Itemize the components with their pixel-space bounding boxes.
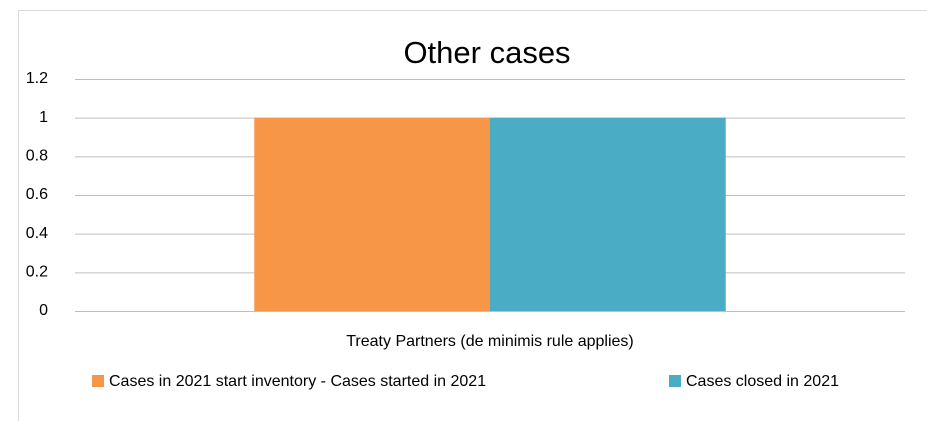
x-tick-label: Treaty Partners (de minimis rule applies… bbox=[346, 333, 634, 350]
bar bbox=[490, 117, 726, 312]
y-tick-label: 1.2 bbox=[26, 70, 48, 87]
y-tick-label: 1 bbox=[39, 109, 48, 126]
y-tick-label: 0.4 bbox=[26, 225, 48, 242]
y-tick-label: 0 bbox=[39, 302, 48, 319]
y-tick-label: 0.2 bbox=[26, 264, 48, 281]
legend-label: Cases closed in 2021 bbox=[686, 373, 839, 390]
legend-swatch bbox=[669, 375, 681, 387]
legend-swatch bbox=[92, 375, 104, 387]
y-tick-label: 0.8 bbox=[26, 148, 48, 165]
chart-border bbox=[18, 10, 927, 421]
legend-label: Cases in 2021 start inventory - Cases st… bbox=[109, 373, 486, 390]
bar bbox=[254, 117, 490, 312]
y-tick-label: 0.6 bbox=[26, 186, 48, 203]
chart-title: Other cases bbox=[403, 35, 570, 70]
